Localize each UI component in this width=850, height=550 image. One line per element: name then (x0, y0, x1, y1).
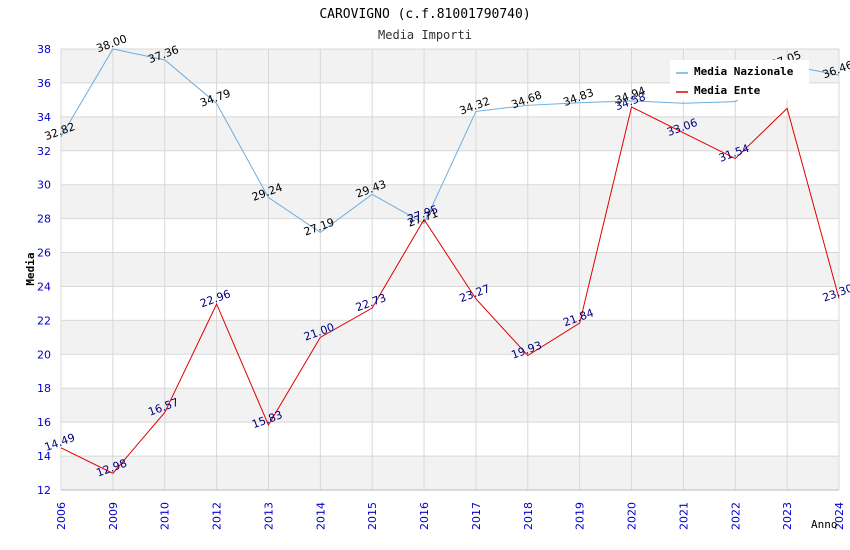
x-tick-label: 2012 (211, 502, 224, 530)
x-tick-labels: 2006 2009 2010 2012 2013 2014 2015 2016 2017 2018… (55, 502, 846, 530)
legend-label-media-nazionale: Media Nazionale (694, 65, 794, 78)
x-tick-label: 2006 (55, 502, 68, 530)
y-tick-label: 16 (37, 416, 51, 429)
y-tick-label: 24 (37, 280, 51, 293)
grid-band (61, 456, 839, 490)
y-tick-label: 36 (37, 77, 51, 90)
chart-title: CAROVIGNO (c.f.81001790740) (319, 7, 530, 22)
y-tick-label: 30 (37, 179, 51, 192)
y-tick-labels: 12 14 16 18 20 22 24 26 28 30 32 34 36 38 (37, 43, 51, 497)
grid-band (61, 184, 839, 219)
y-tick-label: 38 (37, 43, 51, 56)
x-axis-label: Anno (811, 518, 838, 531)
x-tick-label: 2018 (522, 502, 535, 530)
grid-band (61, 388, 839, 423)
data-label: 34.79 (198, 87, 232, 110)
grid-band (61, 320, 839, 355)
gridlines (60, 48, 840, 491)
x-tick-label: 2009 (107, 502, 120, 530)
data-label: 34.68 (510, 89, 544, 112)
grid-bands (61, 49, 839, 490)
legend-label-media-ente: Media Ente (694, 84, 761, 97)
grid-band (61, 116, 839, 151)
x-tick-label: 2015 (366, 502, 379, 530)
series-line-media-nazionale (60, 48, 840, 233)
series-lines (60, 48, 840, 474)
x-tick-label: 2020 (626, 502, 639, 530)
grid-band (61, 252, 839, 287)
x-tick-label: 2019 (574, 502, 587, 530)
y-tick-label: 12 (37, 484, 51, 497)
y-tick-label: 26 (37, 247, 51, 260)
y-tick-label: 32 (37, 145, 51, 158)
x-tick-label: 2021 (677, 502, 690, 530)
data-label: 14.49 (43, 431, 77, 454)
x-tick-label: 2014 (314, 502, 327, 530)
y-tick-label: 18 (37, 382, 51, 395)
y-axis-label: Media (24, 252, 37, 285)
series-line-media-ente (60, 106, 840, 474)
x-tick-label: 2023 (781, 502, 794, 530)
y-tick-label: 14 (37, 450, 51, 463)
x-tick-label: 2010 (159, 502, 172, 530)
y-tick-label: 22 (37, 314, 51, 327)
data-label: 22.73 (354, 291, 388, 314)
y-tick-label: 34 (37, 111, 51, 124)
x-tick-label: 2024 (833, 502, 846, 530)
x-tick-label: 2022 (729, 502, 742, 530)
y-tick-label: 20 (37, 348, 51, 361)
x-tick-label: 2017 (470, 502, 483, 530)
x-tick-label: 2016 (418, 502, 431, 530)
x-tick-label: 2013 (262, 502, 275, 530)
legend: Media Nazionale Media Ente (670, 60, 809, 100)
y-tick-label: 28 (37, 213, 51, 226)
chart-subtitle: Media Importi (378, 28, 472, 42)
legend-box (670, 60, 809, 100)
data-label: 34.83 (561, 86, 595, 109)
